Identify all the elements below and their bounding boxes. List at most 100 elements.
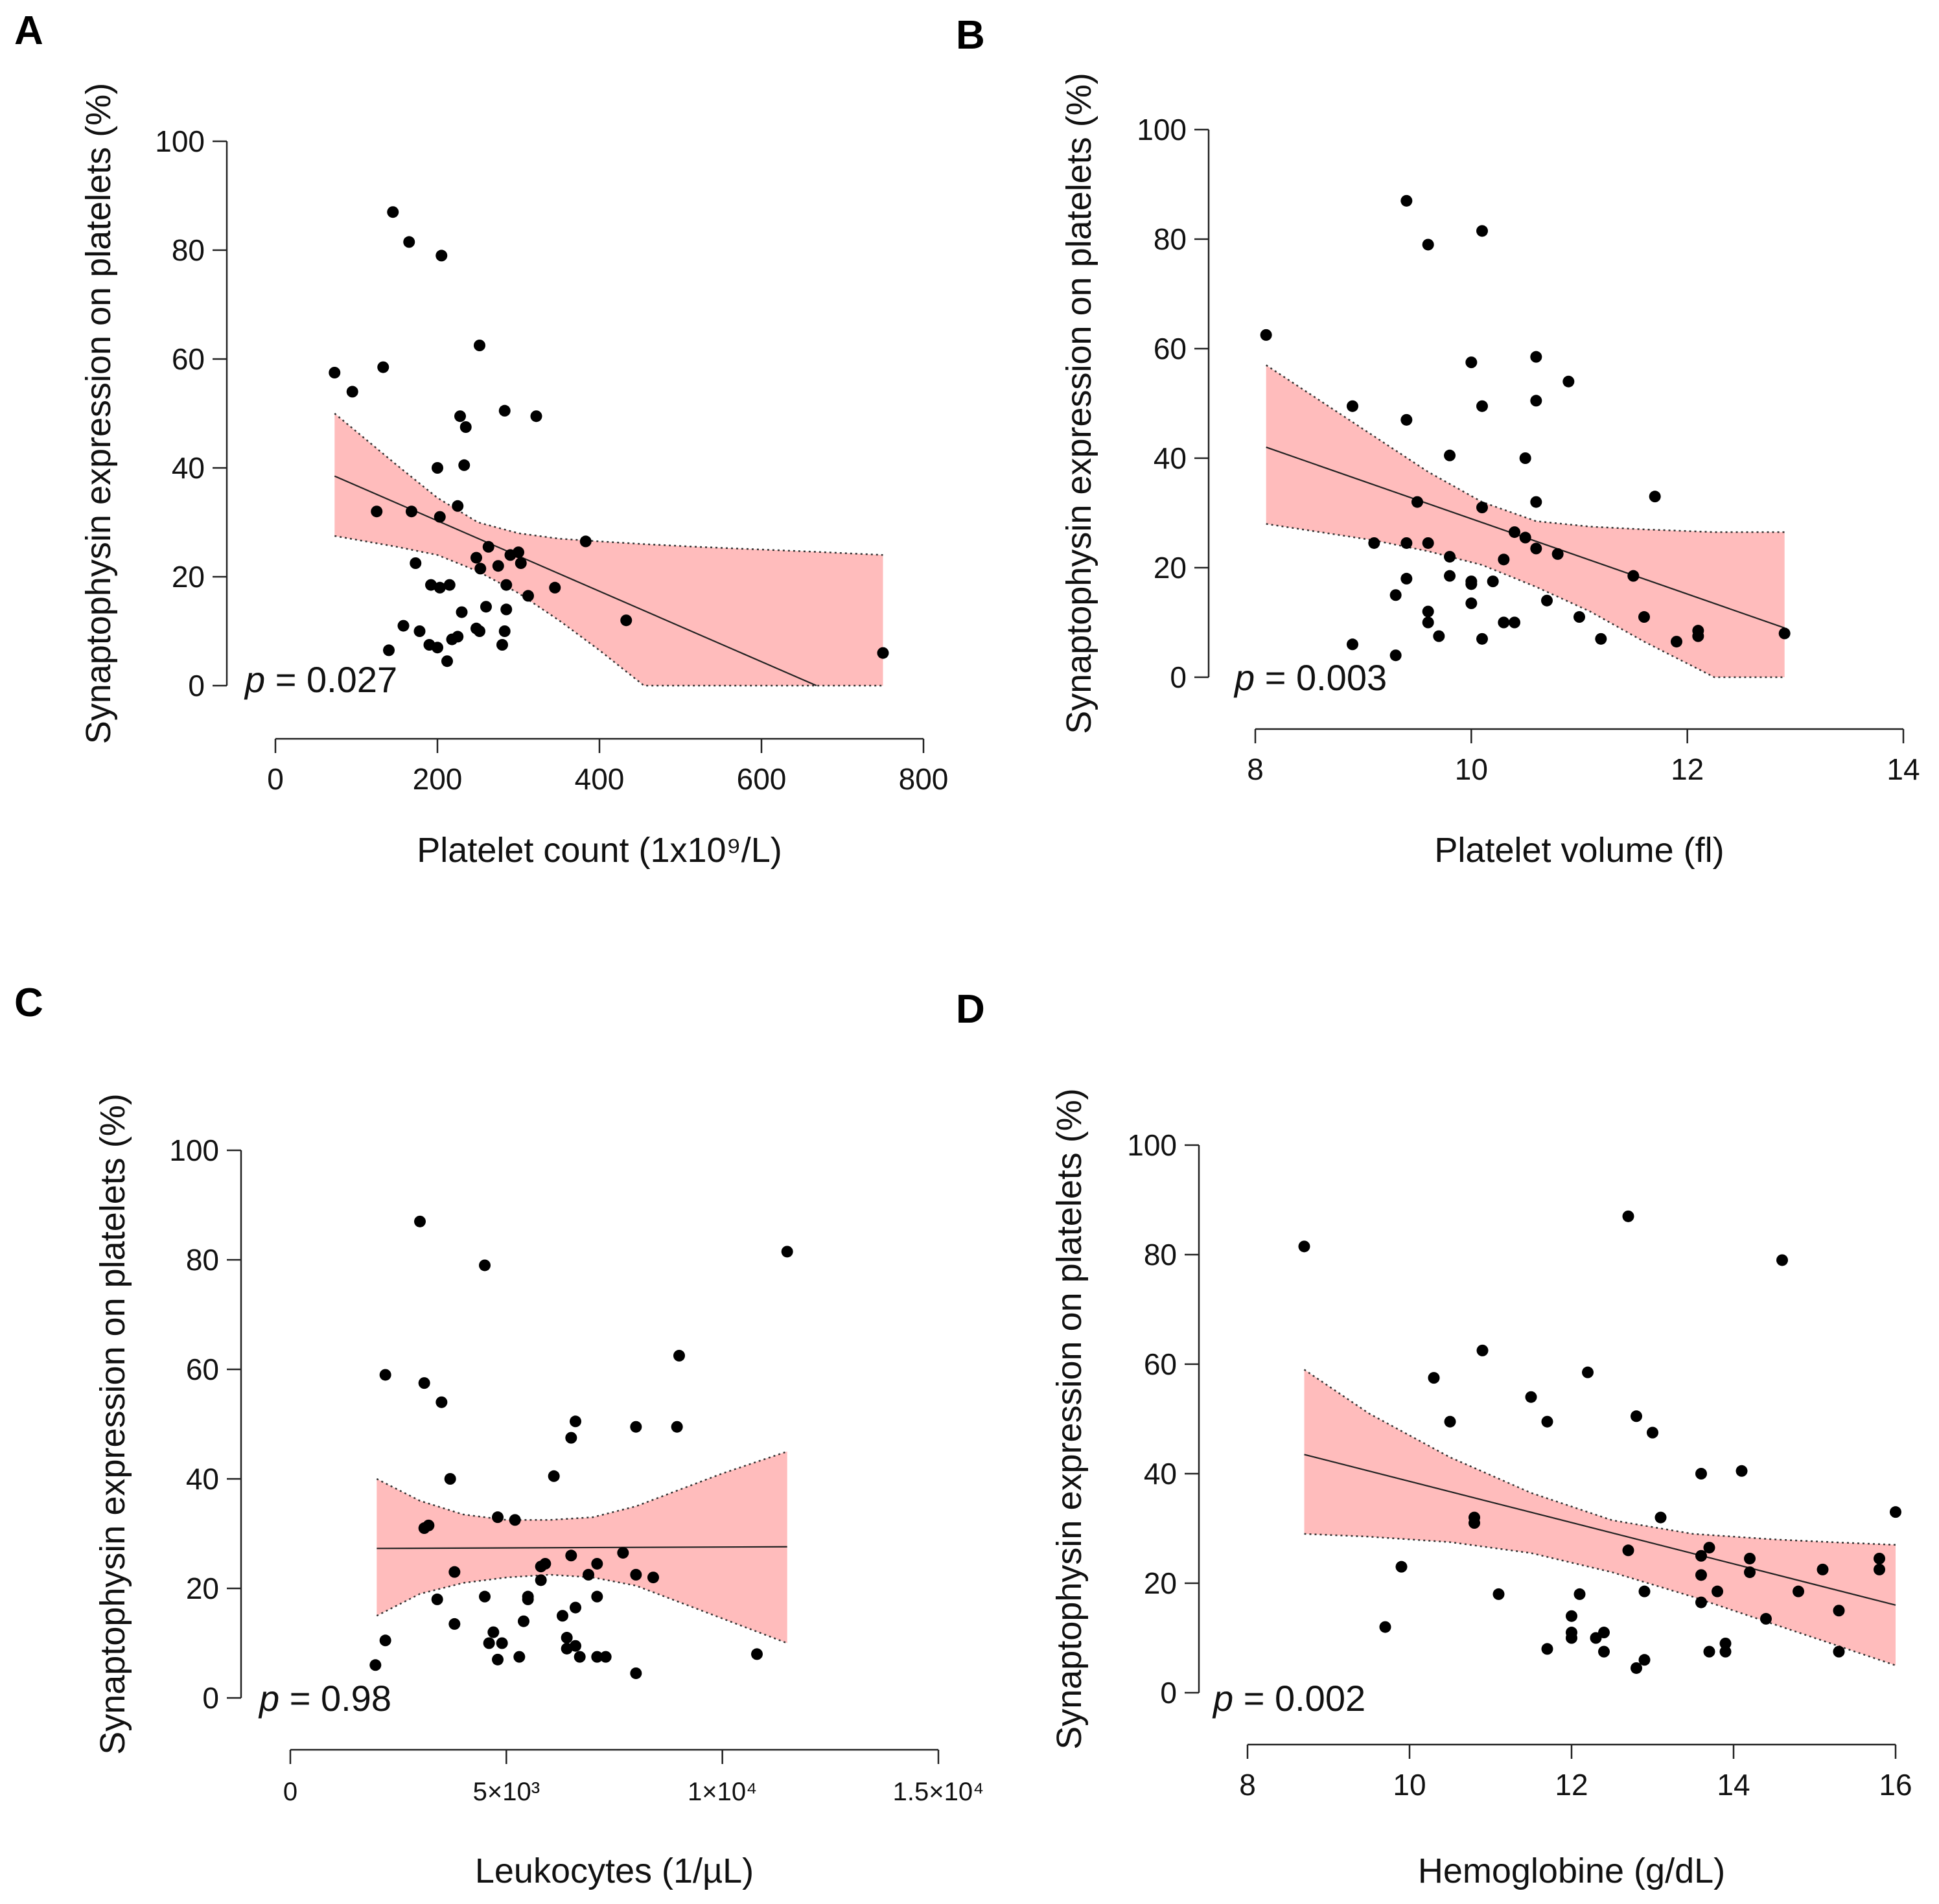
panel-c-data-point (435, 1396, 448, 1408)
panel-a-band-lower-edge (334, 535, 883, 687)
panel-c-x-tick-label: 1.5×10⁴ (893, 1778, 984, 1806)
panel-a-data-point (498, 625, 511, 637)
panel-b-band-lower-edge (1266, 523, 1785, 679)
panel-d-data-point (1444, 1415, 1456, 1428)
panel-b-data-point (1638, 611, 1650, 623)
panel-c-data-point (630, 1568, 642, 1581)
panel-a-data-point (432, 642, 443, 654)
panel-d-data-point (1298, 1240, 1310, 1253)
panel-a-data-point (397, 620, 410, 632)
panel-d-y-tick-label: 80 (1144, 1238, 1177, 1271)
panel-a-x-axis-title: Platelet count (1x10⁹/L) (417, 831, 782, 870)
panel-b-y-tick-label: 100 (1137, 113, 1187, 146)
panel-d-data-point (1874, 1563, 1885, 1575)
panel-c-data-point (751, 1648, 763, 1660)
panel-c-data-point (583, 1568, 594, 1581)
panel-c-data-point (565, 1550, 577, 1562)
panel-c-p-symbol: p (258, 1678, 279, 1719)
panel-a-data-point (458, 459, 470, 471)
panel-a-y-axis-title: Synaptophysin expression on platelets (%… (79, 83, 118, 745)
panel-d-data-point (1703, 1645, 1715, 1658)
panel-b-data-point (1347, 638, 1358, 651)
panel-d-data-point (1541, 1643, 1553, 1655)
panel-d-band-upper-edge (1303, 1369, 1896, 1546)
panel-a-x-tick-label: 800 (899, 762, 949, 796)
panel-b-confidence-band (1266, 365, 1785, 677)
panel-b-data-point (1519, 531, 1531, 544)
panel-c-data-point (479, 1590, 491, 1603)
panel-c-data-point (518, 1615, 529, 1627)
panel-d-data-point (1695, 1596, 1707, 1608)
panel-b-data-point (1530, 395, 1542, 407)
panel-d-data-point (1573, 1588, 1586, 1600)
panel-d-data-point (1736, 1465, 1748, 1477)
panel-c-data-point (479, 1259, 491, 1271)
panel-c-p-value: p = 0.98 (258, 1678, 391, 1719)
panel-a-data-point (470, 551, 482, 564)
panel-d-y-axis-title: Synaptophysin expression on platelets (%… (1050, 1088, 1089, 1750)
panel-d-x-tick-label: 16 (1879, 1768, 1912, 1802)
panel-a-data-point (346, 386, 358, 398)
panel-b-data-point (1400, 572, 1413, 585)
panel-b-data-point (1400, 194, 1413, 207)
panel-b-data-point (1465, 597, 1478, 609)
panel-a-y-tick-label: 40 (172, 451, 205, 485)
panel-b-data-point (1400, 413, 1413, 426)
panel-c-data-point (418, 1377, 430, 1389)
panel-b-x-tick-label: 8 (1247, 752, 1264, 786)
panel-d-data-point (1631, 1410, 1642, 1422)
panel-d-data-point (1492, 1588, 1505, 1600)
panel-d-data-point (1566, 1610, 1577, 1622)
panel-b-data-point (1400, 537, 1413, 549)
panel-b-x-axis-title: Platelet volume (fl) (1434, 831, 1724, 870)
panel-b-data-point (1422, 616, 1434, 629)
panel-a-data-point (413, 625, 426, 637)
panel-d-y-tick-label: 100 (1127, 1128, 1177, 1162)
panel-b-plot: 0 20 40 60 80 100 8 10 12 14 Platelet volume (fl) S… (1060, 73, 1920, 870)
panel-c-data-point (570, 1640, 581, 1652)
panel-b-data-point (1411, 496, 1423, 508)
panel-a-x-tick-label: 600 (737, 762, 787, 796)
panel-c-data-point (630, 1421, 642, 1433)
panel-d-x-axis-title: Hemoglobine (g/dL) (1418, 1852, 1725, 1890)
panel-d-data-point (1890, 1506, 1901, 1518)
panel-b-y-tick-label: 80 (1154, 222, 1187, 256)
panel-c-data-point (492, 1653, 504, 1666)
panel-b-y-axis-title: Synaptophysin expression on platelets (%… (1060, 73, 1098, 734)
panel-d-data-point (1469, 1517, 1480, 1529)
panel-d-plot: 0 20 40 60 80 100 8 10 12 14 16 Hemoglobine (g/dL) S… (1050, 1088, 1912, 1890)
panel-d-y-tick-label: 0 (1160, 1676, 1177, 1710)
panel-b-data-point (1389, 649, 1402, 662)
panel-a-data-point (620, 614, 633, 627)
panel-b-data-point (1368, 537, 1380, 549)
panel-d-data-point (1598, 1627, 1610, 1639)
panel-d-data-point (1695, 1550, 1707, 1562)
panel-a-p-value-text: = 0.027 (265, 659, 397, 700)
panel-b-data-point (1347, 400, 1358, 412)
panel-a-data-point (425, 579, 437, 591)
panel-b-p-symbol: p (1233, 657, 1255, 698)
panel-a-p-symbol: p (244, 659, 265, 700)
panel-d-data-point (1525, 1391, 1537, 1403)
panel-b-y-tick-label: 60 (1154, 332, 1187, 366)
panel-a-y-tick-label: 60 (172, 342, 205, 376)
panel-a-data-point (434, 511, 446, 523)
panel-c-data-point (591, 1590, 603, 1603)
panel-d-p-value: p = 0.002 (1212, 1678, 1365, 1719)
panel-b-data-point (1530, 542, 1542, 555)
panel-c-letter: C (14, 981, 43, 1025)
panel-c-data-point (535, 1561, 547, 1573)
panel-d-data-point (1719, 1637, 1732, 1649)
panel-a-data-point (434, 581, 446, 594)
panel-c: C 0 20 40 60 80 100 0 5×10³ 1×10⁴ 1.5×10⁴ Leukocyt… (14, 981, 984, 1890)
panel-d-x-tick-label: 14 (1717, 1768, 1750, 1802)
panel-b-data-point (1509, 526, 1520, 539)
panel-a-data-point (480, 601, 492, 613)
panel-b-band-upper-edge (1266, 364, 1785, 533)
panel-c-data-point (557, 1610, 568, 1622)
panel-a-letter: A (14, 8, 43, 53)
panel-b-data-point (1498, 616, 1510, 629)
panel-a-data-point (496, 639, 508, 651)
panel-d-data-point (1647, 1426, 1658, 1439)
panel-c-data-point (444, 1473, 456, 1485)
